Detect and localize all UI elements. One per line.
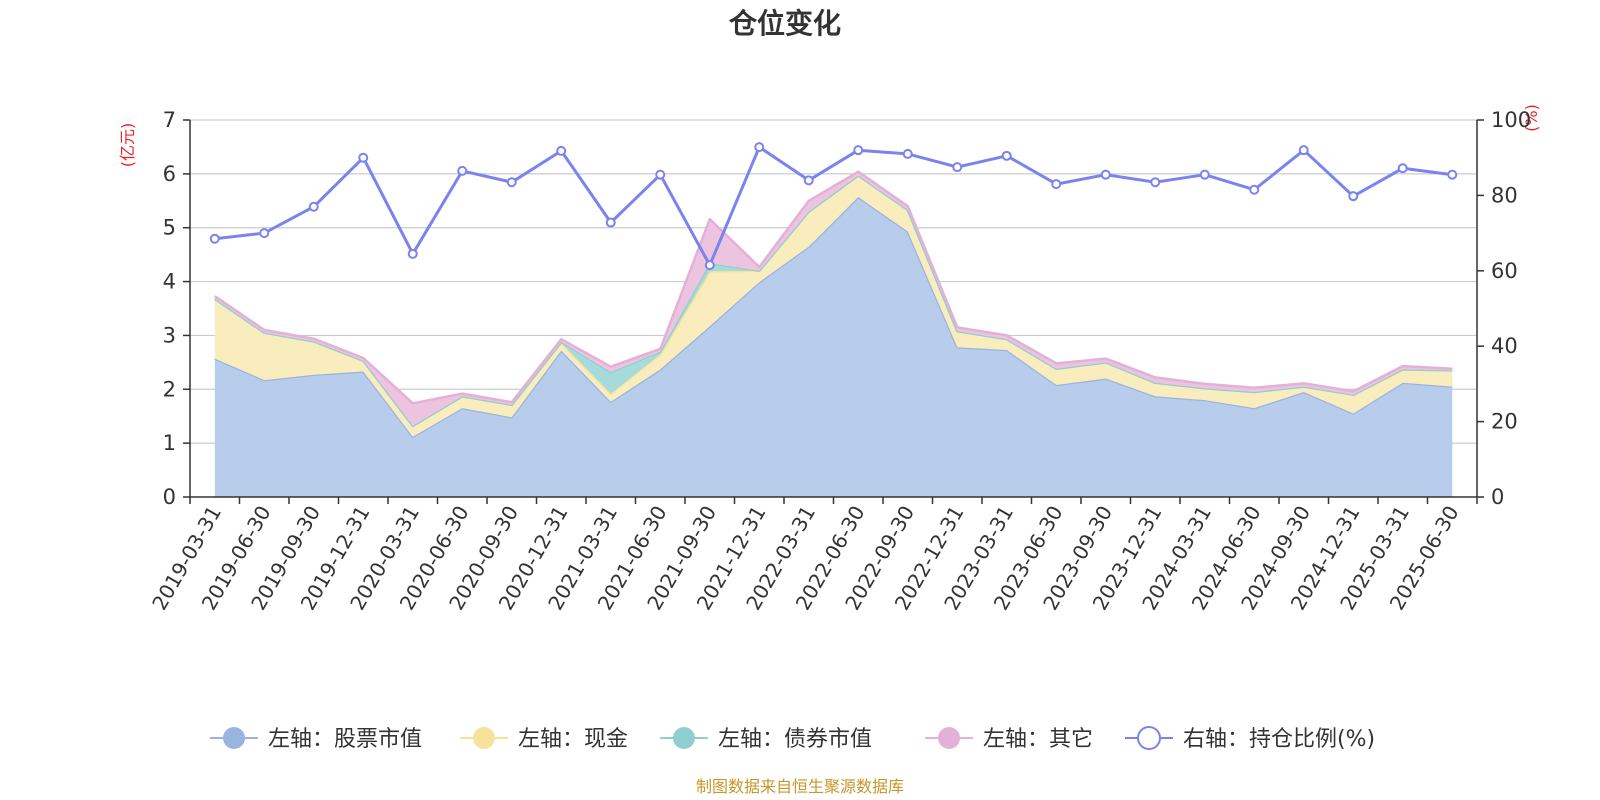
ratio-point (655, 169, 666, 180)
legend-label: 左轴：现金 (518, 727, 628, 752)
ratio-point (457, 165, 468, 176)
ratio-point (407, 248, 418, 259)
legend-marker (938, 727, 960, 749)
right-axis-tick-label: 40 (1491, 334, 1518, 358)
ratio-point (952, 162, 963, 173)
legend-label: 左轴：其它 (983, 727, 1093, 752)
left-axis-tick-label: 6 (163, 162, 176, 186)
left-axis-tick-label: 4 (163, 270, 176, 294)
legend-marker (473, 727, 495, 749)
left-axis-tick-label: 1 (163, 431, 176, 455)
right-axis-tick-label: 80 (1491, 183, 1518, 207)
area-edge-左轴：其它 (214, 170, 1453, 405)
ratio-point (853, 145, 864, 156)
legend-label: 左轴：股票市值 (268, 727, 422, 752)
stacked-areas (214, 170, 1453, 497)
ratio-point (1447, 169, 1458, 180)
right-axis-tick-label: 100 (1491, 108, 1531, 132)
ratio-point (1001, 150, 1012, 161)
ratio-point (1051, 179, 1062, 190)
holding-ratio-line (209, 142, 1458, 271)
ratio-point (605, 217, 616, 228)
right-axis-unit: (%) (1522, 104, 1541, 132)
ratio-point (1397, 163, 1408, 174)
ratio-point (308, 201, 319, 212)
ratio-line (214, 145, 1453, 267)
ratio-point (704, 260, 715, 271)
left-axis-unit: (亿元) (118, 123, 137, 168)
left-axis-tick-label: 7 (163, 108, 176, 132)
right-axis-tick-label: 20 (1491, 410, 1518, 434)
ratio-point (754, 142, 765, 153)
legend-label: 左轴：债券市值 (718, 727, 872, 752)
area-左轴：股票市值 (214, 197, 1453, 497)
left-axis-tick-label: 3 (163, 323, 176, 347)
left-axis-tick-label: 2 (163, 377, 176, 401)
ratio-point (259, 228, 270, 239)
ratio-point (1348, 191, 1359, 202)
chart-title: 仓位变化 (729, 7, 841, 40)
data-source-note: 制图数据来自恒生聚源数据库 (696, 777, 904, 796)
ratio-point (358, 152, 369, 163)
legend: 左轴：股票市值 左轴：现金 左轴：债券市值 左轴：其它 右轴：持仓比例(%) (210, 726, 1375, 752)
left-axis-tick-label: 5 (163, 216, 176, 240)
ratio-point (1298, 145, 1309, 156)
ratio-point (1100, 169, 1111, 180)
left-axis-tick-label: 0 (163, 485, 176, 509)
right-axis-tick-label: 0 (1491, 485, 1504, 509)
right-axis-tick-label: 60 (1491, 259, 1518, 283)
legend-marker (1137, 726, 1161, 750)
ratio-point (556, 145, 567, 156)
ratio-point (209, 233, 220, 244)
legend-label: 右轴：持仓比例(%) (1183, 727, 1375, 752)
ratio-point (506, 177, 517, 188)
ratio-point (803, 175, 814, 186)
ratio-point (1249, 184, 1260, 195)
legend-marker (673, 727, 695, 749)
legend-marker (223, 727, 245, 749)
ratio-point (1150, 177, 1161, 188)
ratio-point (1199, 169, 1210, 180)
ratio-point (902, 148, 913, 159)
